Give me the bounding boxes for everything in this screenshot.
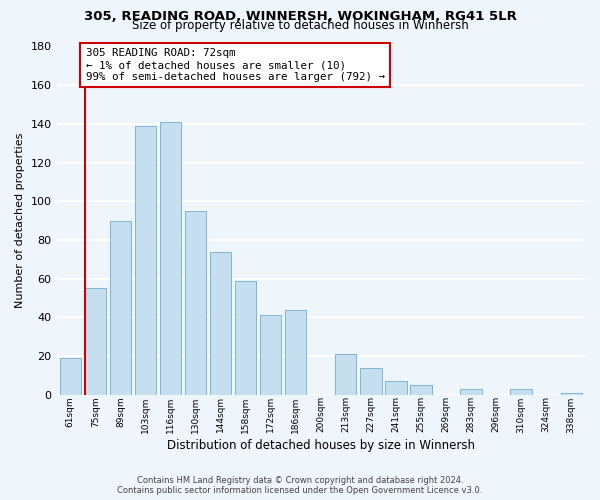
Bar [185, 211, 206, 395]
Bar [560, 393, 582, 395]
Text: Size of property relative to detached houses in Winnersh: Size of property relative to detached ho… [131, 19, 469, 32]
Bar [410, 385, 431, 395]
Bar [260, 316, 281, 395]
Bar [110, 220, 131, 395]
Bar [85, 288, 106, 395]
X-axis label: Distribution of detached houses by size in Winnersh: Distribution of detached houses by size … [167, 440, 475, 452]
Bar [460, 389, 482, 395]
Bar [235, 280, 256, 395]
Bar [210, 252, 231, 395]
Bar [135, 126, 156, 395]
Bar [385, 381, 407, 395]
Text: 305 READING ROAD: 72sqm
← 1% of detached houses are smaller (10)
99% of semi-det: 305 READING ROAD: 72sqm ← 1% of detached… [86, 48, 385, 82]
Text: Contains HM Land Registry data © Crown copyright and database right 2024.
Contai: Contains HM Land Registry data © Crown c… [118, 476, 482, 495]
Bar [285, 310, 307, 395]
Text: 305, READING ROAD, WINNERSH, WOKINGHAM, RG41 5LR: 305, READING ROAD, WINNERSH, WOKINGHAM, … [83, 10, 517, 23]
Bar [335, 354, 356, 395]
Bar [160, 122, 181, 395]
Bar [59, 358, 81, 395]
Bar [360, 368, 382, 395]
Bar [511, 389, 532, 395]
Y-axis label: Number of detached properties: Number of detached properties [15, 133, 25, 308]
